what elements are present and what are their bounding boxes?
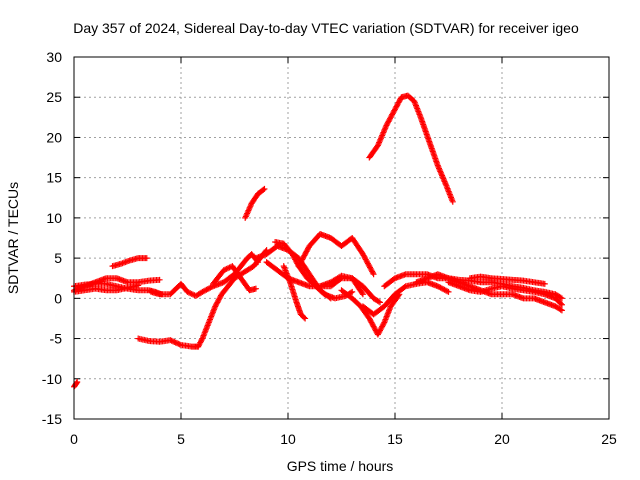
data-point: [558, 301, 565, 308]
data-point: [261, 185, 268, 192]
x-axis-ticks: 0 5 10 15 20 25: [70, 57, 617, 447]
data-point: [369, 269, 376, 276]
data-point: [445, 288, 452, 295]
x-tick-label: 20: [494, 431, 510, 447]
y-axis-ticks: -15 -10 -5 0 5 10 15 20 25 30: [42, 49, 609, 427]
data-point: [375, 298, 382, 305]
data-point: [255, 259, 262, 266]
data-point: [175, 340, 182, 347]
data-point: [135, 282, 142, 289]
data-point: [143, 255, 150, 262]
data-point: [558, 295, 565, 302]
x-tick-label: 10: [280, 431, 296, 447]
chart-title: Day 357 of 2024, Sidereal Day-to-day VTE…: [73, 20, 579, 36]
series-s16: [317, 275, 384, 306]
data-point: [349, 288, 356, 295]
data-point: [156, 276, 163, 283]
series-s14: [280, 263, 309, 322]
x-tick-label: 25: [601, 431, 617, 447]
series-s1: [71, 378, 81, 390]
data-point: [380, 320, 387, 327]
y-tick-label: 30: [46, 49, 62, 65]
data-point: [449, 198, 456, 205]
y-tick-label: 5: [54, 250, 62, 266]
data-point: [444, 288, 451, 295]
data-point: [252, 285, 259, 292]
y-tick-label: 15: [46, 170, 62, 186]
data-point: [172, 339, 179, 346]
series-s17: [338, 287, 403, 338]
series-s8: [148, 251, 262, 299]
data-point: [169, 338, 176, 345]
data-point: [370, 271, 377, 278]
series-s10: [242, 185, 268, 221]
data-point: [176, 341, 183, 348]
data-point: [359, 290, 366, 297]
grid-lines: [74, 57, 609, 419]
y-axis-label: SDTVAR / TECUs: [5, 182, 21, 294]
data-point: [260, 186, 267, 193]
y-tick-label: -10: [42, 371, 62, 387]
data-point: [377, 299, 384, 306]
series-s9: [210, 263, 259, 294]
data-point: [302, 315, 309, 322]
y-tick-label: 10: [46, 210, 62, 226]
data-point: [74, 378, 81, 385]
plot-frame: [73, 56, 610, 420]
x-tick-label: 5: [177, 431, 185, 447]
data-point: [337, 276, 344, 283]
series-s19: [366, 92, 456, 205]
x-tick-label: 15: [387, 431, 403, 447]
data-point: [557, 300, 564, 307]
data-series: [71, 92, 565, 390]
y-tick-label: 25: [46, 89, 62, 105]
data-point: [168, 337, 175, 344]
data-point: [301, 314, 308, 321]
x-axis-label: GPS time / hours: [287, 458, 394, 474]
data-point: [173, 340, 180, 347]
series-s22: [445, 279, 565, 308]
series-s7: [195, 247, 270, 350]
data-point: [171, 338, 178, 345]
data-point: [198, 336, 205, 343]
data-point: [557, 306, 564, 313]
data-point: [167, 337, 174, 344]
y-tick-label: 0: [54, 290, 62, 306]
series-s5: [109, 255, 150, 270]
series-s23: [466, 273, 548, 287]
series-s15: [295, 230, 377, 278]
data-point: [359, 291, 366, 298]
x-tick-label: 0: [70, 431, 78, 447]
data-point: [401, 284, 408, 291]
data-point: [208, 283, 215, 290]
y-tick-label: -15: [42, 411, 62, 427]
y-tick-label: 20: [46, 129, 62, 145]
data-point: [557, 294, 564, 301]
y-tick-label: -5: [50, 331, 63, 347]
data-point: [558, 307, 565, 314]
series-s6: [135, 335, 202, 350]
data-point: [541, 280, 548, 287]
